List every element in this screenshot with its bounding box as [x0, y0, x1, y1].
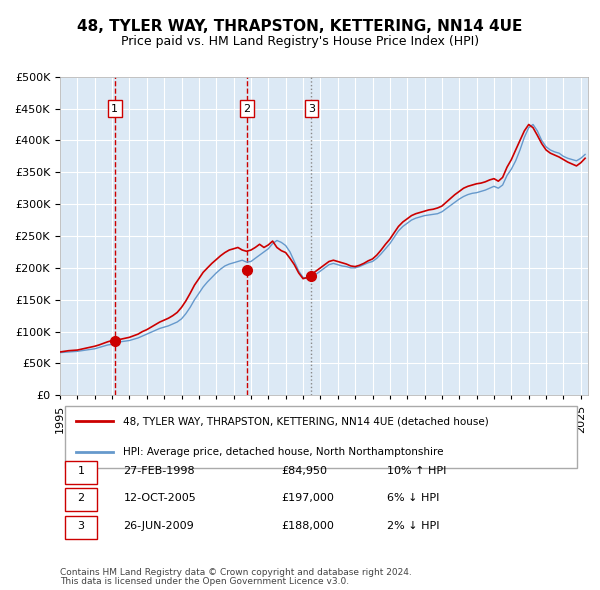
Text: 6% ↓ HPI: 6% ↓ HPI — [388, 493, 440, 503]
FancyBboxPatch shape — [65, 489, 97, 512]
Text: This data is licensed under the Open Government Licence v3.0.: This data is licensed under the Open Gov… — [60, 577, 349, 586]
Text: 2% ↓ HPI: 2% ↓ HPI — [388, 521, 440, 531]
Text: 1: 1 — [112, 104, 118, 113]
Text: 48, TYLER WAY, THRAPSTON, KETTERING, NN14 4UE (detached house): 48, TYLER WAY, THRAPSTON, KETTERING, NN1… — [124, 416, 489, 426]
Text: £188,000: £188,000 — [282, 521, 335, 531]
Text: 48, TYLER WAY, THRAPSTON, KETTERING, NN14 4UE: 48, TYLER WAY, THRAPSTON, KETTERING, NN1… — [77, 19, 523, 34]
Text: 10% ↑ HPI: 10% ↑ HPI — [388, 466, 447, 476]
Text: 3: 3 — [77, 521, 85, 531]
Text: Price paid vs. HM Land Registry's House Price Index (HPI): Price paid vs. HM Land Registry's House … — [121, 35, 479, 48]
Text: 27-FEB-1998: 27-FEB-1998 — [124, 466, 195, 476]
Text: £84,950: £84,950 — [282, 466, 328, 476]
FancyBboxPatch shape — [65, 461, 97, 484]
Text: 12-OCT-2005: 12-OCT-2005 — [124, 493, 196, 503]
FancyBboxPatch shape — [65, 406, 577, 468]
Text: 2: 2 — [77, 493, 85, 503]
FancyBboxPatch shape — [65, 516, 97, 539]
Text: 2: 2 — [244, 104, 251, 113]
Text: 1: 1 — [77, 466, 85, 476]
Text: £197,000: £197,000 — [282, 493, 335, 503]
Text: Contains HM Land Registry data © Crown copyright and database right 2024.: Contains HM Land Registry data © Crown c… — [60, 568, 412, 577]
Text: HPI: Average price, detached house, North Northamptonshire: HPI: Average price, detached house, Nort… — [124, 447, 444, 457]
Text: 3: 3 — [308, 104, 315, 113]
Text: 26-JUN-2009: 26-JUN-2009 — [124, 521, 194, 531]
